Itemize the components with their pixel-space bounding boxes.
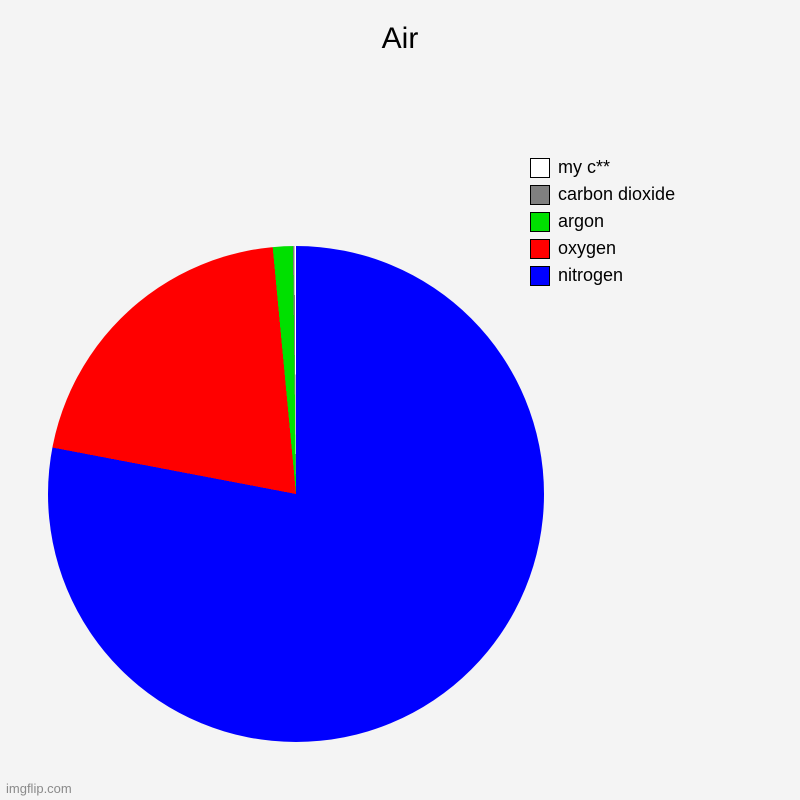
watermark: imgflip.com: [6, 781, 72, 796]
legend-item: my c**: [530, 157, 675, 178]
pie-container: [48, 246, 544, 742]
legend-label: my c**: [558, 157, 610, 178]
chart-canvas: Air my c** carbon dioxide argon oxygen nitro…: [0, 0, 800, 800]
legend-label: oxygen: [558, 238, 616, 259]
legend-item: nitrogen: [530, 265, 675, 286]
chart-title: Air: [0, 22, 800, 56]
legend-swatch: [530, 212, 550, 232]
legend-label: nitrogen: [558, 265, 623, 286]
legend: my c** carbon dioxide argon oxygen nitrogen: [530, 157, 675, 292]
legend-swatch: [530, 158, 550, 178]
legend-label: carbon dioxide: [558, 184, 675, 205]
legend-item: oxygen: [530, 238, 675, 259]
legend-swatch: [530, 239, 550, 259]
legend-swatch: [530, 185, 550, 205]
legend-swatch: [530, 266, 550, 286]
legend-item: argon: [530, 211, 675, 232]
pie-chart: [48, 246, 544, 742]
legend-item: carbon dioxide: [530, 184, 675, 205]
legend-label: argon: [558, 211, 604, 232]
